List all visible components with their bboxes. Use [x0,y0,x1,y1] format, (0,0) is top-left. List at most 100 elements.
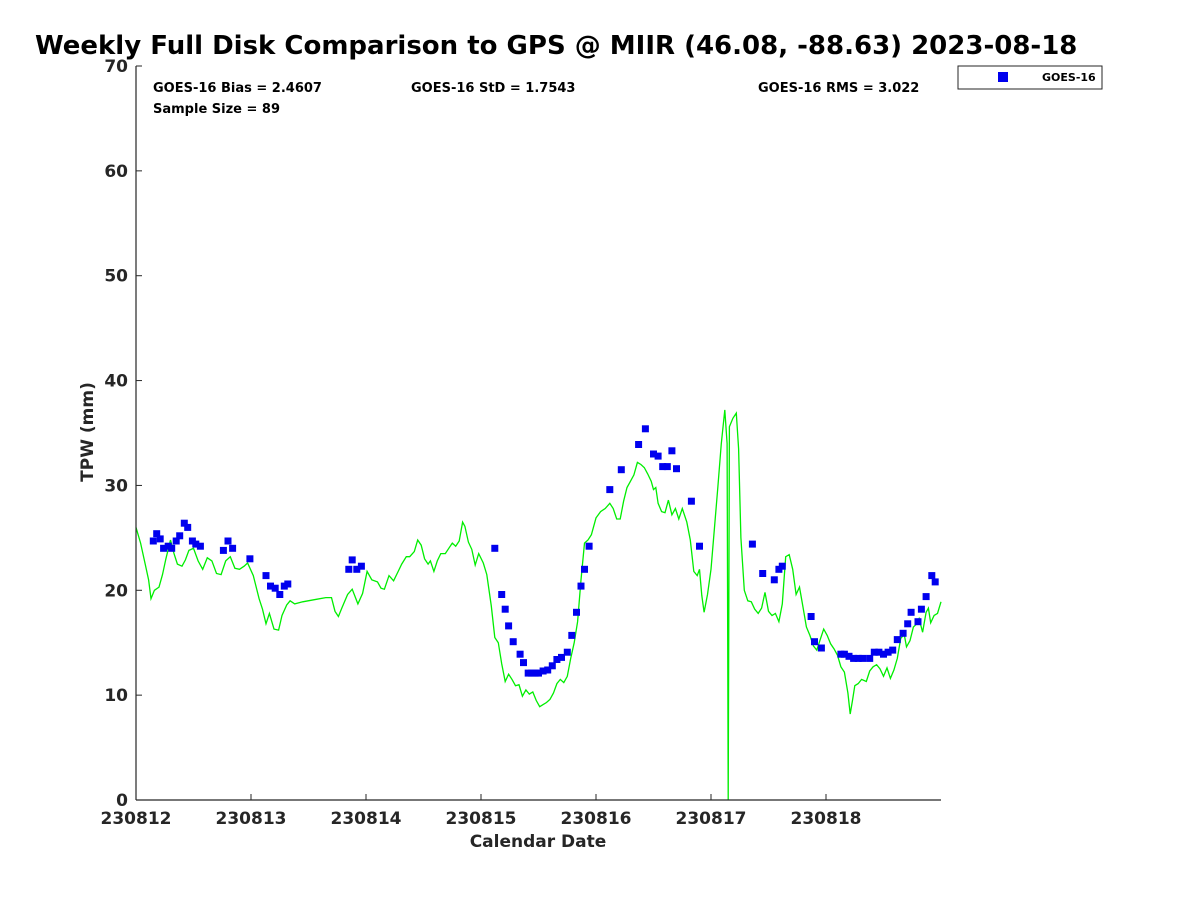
goes16-data-point [748,540,756,548]
goes16-data-point [539,667,547,675]
goes16-data-point [153,530,161,538]
goes16-data-point [168,544,176,552]
goes16-data-point [276,591,284,598]
goes16-data-point [687,497,695,505]
x-tick-label: 230818 [791,809,862,829]
goes16-data-point [196,542,204,550]
goes16-data-point [172,537,180,545]
goes16-data-point [778,562,786,570]
goes16-data-point [573,608,580,616]
x-ticks: 230812 230813 230814 230815 230816 230817 2308… [101,794,862,829]
goes16-data-point [659,463,667,471]
goes16-data-point [345,565,353,573]
goes16-data-point [859,654,867,662]
goes16-data-point [899,629,907,637]
goes16-data-point [893,636,901,644]
legend-box [957,65,1103,90]
goes16-data-point [229,544,237,552]
goes16-data-point [284,580,292,588]
y-tick-label: 50 [104,267,128,287]
goes16-data-point [650,450,657,458]
goes16-data-point [673,465,680,473]
goes16-data-point [931,578,939,586]
goes16-data-point [535,669,542,677]
goes16-data-point [770,576,778,584]
legend-entry-goes16: GOES-16 [1042,71,1096,84]
goes16-data-point [224,537,232,545]
x-tick-label: 230814 [331,809,402,829]
goes16-data-point [568,631,576,639]
goes16-data-point [558,653,565,661]
goes16-data-point [581,565,588,573]
y-tick-label: 60 [104,162,128,182]
goes16-data-point [663,463,671,471]
goes16-data-point [491,544,499,552]
goes16-data-point [635,441,643,448]
goes16-data-point [348,556,356,564]
goes16-data-point [501,605,509,613]
goes16-data-point [617,466,625,474]
x-tick-label: 230815 [446,809,517,829]
goes16-data-point [840,650,848,658]
goes16-data-point [246,555,254,563]
goes16-data-point [516,650,524,658]
goes16-data-point [606,486,614,494]
goes16-data-point [262,572,270,580]
goes16-data-point [219,546,227,554]
goes16-data-point [577,582,585,590]
goes16-data-point [811,638,818,646]
goes16-data-point [759,570,767,577]
goes16-data-point [184,523,192,531]
gps-line-layer [135,409,942,801]
goes16-data-point [928,572,936,580]
goes16-data-point [870,648,878,656]
goes16-data-point [907,608,915,616]
x-tick-label: 230817 [676,809,747,829]
goes16-data-point [357,562,365,570]
goes16-data-point [904,620,912,628]
y-tick-label: 0 [116,791,128,811]
goes16-data-point [192,540,200,548]
goes16-data-point [509,638,517,646]
goes16-data-point [696,542,703,550]
x-tick-label: 230813 [216,809,287,829]
y-tick-label: 10 [104,686,128,706]
goes16-points-layer [149,425,939,677]
y-tick-label: 30 [104,476,128,496]
goes16-data-point [160,544,168,552]
goes16-data-point [180,519,188,527]
goes16-data-point [845,652,853,660]
goes16-data-point [875,648,883,656]
std-stat: GOES-16 StD = 1.7543 [411,81,575,96]
y-ticks: 0 10 20 30 40 50 60 70 [104,57,142,811]
chart-title: Weekly Full Disk Comparison to GPS @ MII… [35,31,1077,61]
goes16-data-point [922,593,930,601]
goes16-data-point [267,582,274,590]
x-tick-label: 230816 [561,809,632,829]
goes16-data-point [854,654,862,662]
goes16-data-point [866,654,874,662]
plot-area [135,66,942,801]
plot-background [136,66,941,800]
gps-series-line [135,409,942,801]
goes16-data-point [817,644,825,652]
bias-stat: GOES-16 Bias = 2.4607 [153,81,322,96]
goes16-data-point [807,613,815,620]
goes16-data-point [498,591,506,598]
goes16-data-point [149,537,157,545]
sample-size-stat: Sample Size = 89 [153,102,280,117]
goes16-data-point [176,532,184,540]
goes16-data-point [271,584,279,592]
y-axis-label: TPW (mm) [78,382,98,482]
y-tick-label: 70 [104,57,128,77]
x-axis-label: Calendar Date [470,832,607,852]
goes16-data-point [668,447,676,455]
legend-marker-square-icon [998,72,1008,82]
goes16-data-point [563,648,571,656]
x-tick-label: 230812 [101,809,172,829]
goes16-data-point [520,659,527,667]
goes16-data-point [914,618,922,626]
goes16-data-point [548,662,556,670]
goes16-data-point [353,565,361,573]
